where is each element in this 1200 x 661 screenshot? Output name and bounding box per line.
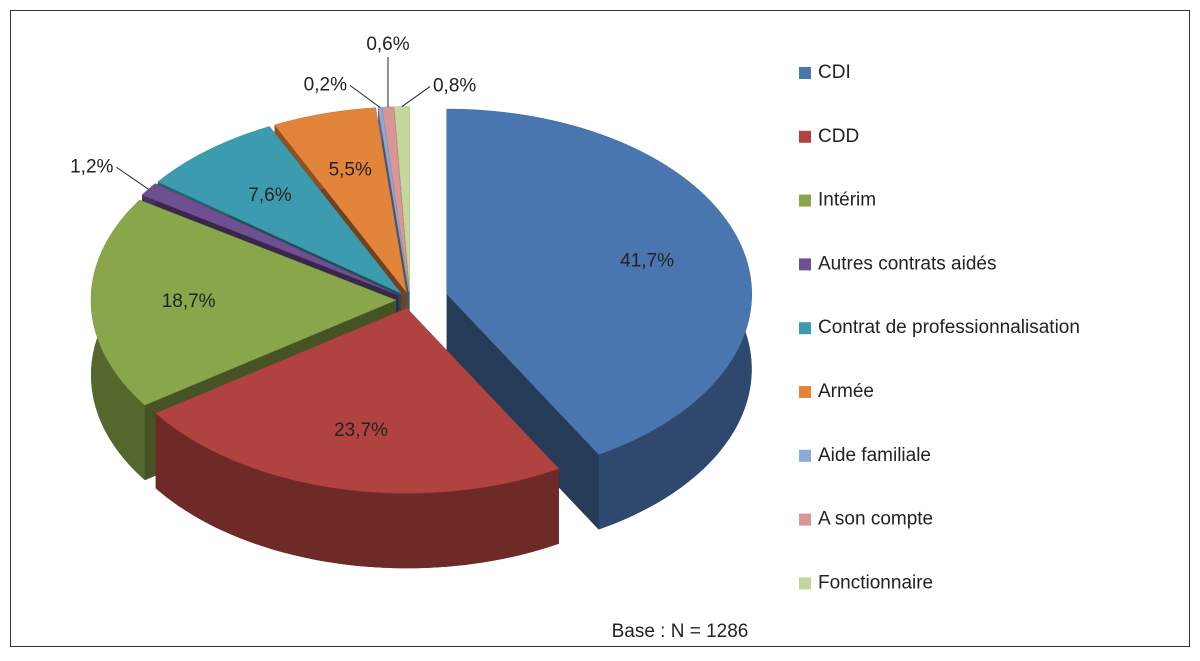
legend-label: Autres contrats aidés: [818, 253, 996, 274]
leader-line: [349, 84, 381, 108]
data-label: 0,2%: [304, 74, 347, 95]
data-label: 41,7%: [620, 251, 674, 272]
legend-label: Contrat de professionnalisation: [818, 317, 1080, 338]
legend-swatch: [799, 322, 811, 335]
legend-swatch: [799, 577, 811, 590]
legend-swatch: [799, 386, 811, 398]
slice-wall: [155, 413, 559, 569]
slice-top: [90, 199, 397, 406]
data-label: 23,7%: [334, 420, 388, 441]
slice-top: [394, 106, 410, 292]
annotation: Base : N = 1286: [612, 621, 749, 642]
data-label: 18,7%: [162, 291, 216, 312]
legend-label: CDD: [818, 126, 859, 147]
legend-swatch: [799, 513, 811, 526]
legend-label: CDI: [818, 62, 851, 83]
data-label: 5,5%: [329, 160, 372, 181]
legend-swatch: [799, 130, 811, 143]
legend-label: Aide familiale: [818, 445, 931, 466]
legend-swatch: [799, 258, 811, 271]
slice-side: [446, 109, 599, 530]
leader-line: [401, 86, 431, 107]
data-label: 0,8%: [433, 76, 476, 97]
legend-label: Intérim: [818, 190, 876, 211]
data-label: 0,6%: [366, 34, 409, 55]
legend-swatch: [799, 449, 811, 462]
legend-label: Fonctionnaire: [818, 572, 933, 593]
legend-swatch: [799, 67, 811, 79]
legend-swatch: [799, 194, 811, 207]
legend-label: A son compte: [818, 509, 933, 530]
data-label: 1,2%: [70, 156, 113, 177]
slice: [155, 307, 560, 569]
leader-line: [116, 166, 149, 190]
legend-label: Armée: [818, 381, 874, 402]
slice-top: [141, 183, 399, 296]
slice-top: [157, 126, 402, 294]
data-label: 7,6%: [248, 185, 291, 206]
slice-top: [446, 108, 752, 455]
slice-top: [274, 107, 407, 292]
slice-top: [155, 307, 560, 494]
